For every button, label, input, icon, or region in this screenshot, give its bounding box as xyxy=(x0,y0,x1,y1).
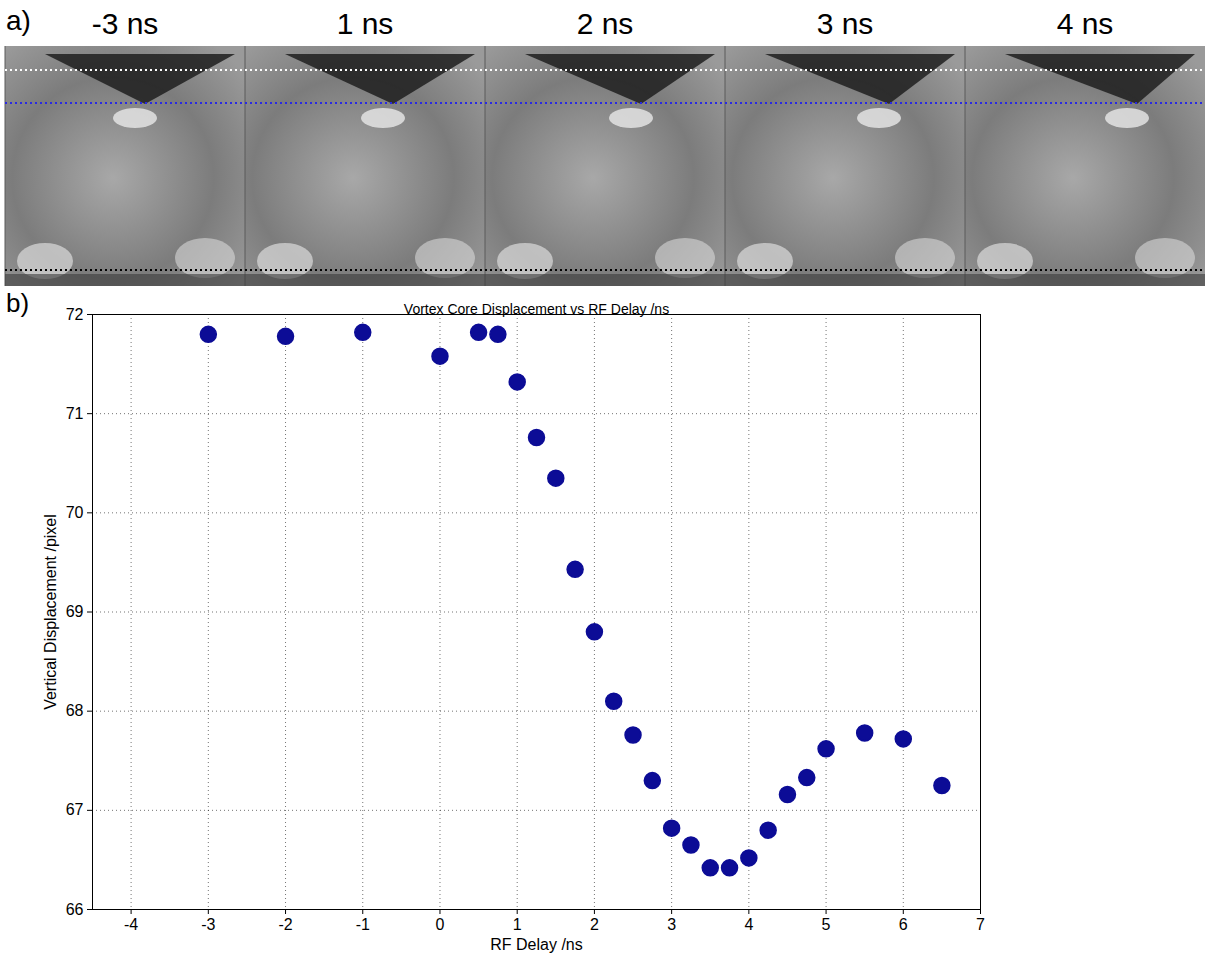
svg-text:5: 5 xyxy=(822,916,831,933)
html-text:b): b) xyxy=(6,288,30,318)
svg-text:71: 71 xyxy=(66,405,84,422)
svg-text:69: 69 xyxy=(66,603,84,620)
svg-text:Vortex Core Displacement vs RF: Vortex Core Displacement vs RF Delay /ns xyxy=(404,301,669,317)
svg-text:7: 7 xyxy=(976,916,985,933)
svg-text:-3 ns: -3 ns xyxy=(92,7,159,40)
svg-text:6: 6 xyxy=(899,916,908,933)
svg-text:Vertical Displacement /pixel: Vertical Displacement /pixel xyxy=(42,514,59,710)
svg-text:2: 2 xyxy=(590,916,599,933)
svg-text:67: 67 xyxy=(66,801,84,818)
svg-text:4 ns: 4 ns xyxy=(1057,7,1114,40)
svg-text:1: 1 xyxy=(513,916,522,933)
svg-text:-4: -4 xyxy=(124,916,138,933)
svg-text:-3: -3 xyxy=(201,916,215,933)
svg-text:3: 3 xyxy=(667,916,676,933)
svg-text:RF Delay /ns: RF Delay /ns xyxy=(490,936,582,953)
svg-text:-2: -2 xyxy=(278,916,292,933)
svg-text:-1: -1 xyxy=(356,916,370,933)
svg-text:4: 4 xyxy=(744,916,753,933)
svg-text:1 ns: 1 ns xyxy=(337,7,394,40)
svg-text:66: 66 xyxy=(66,901,84,918)
svg-text:3 ns: 3 ns xyxy=(817,7,874,40)
svg-text:0: 0 xyxy=(436,916,445,933)
svg-text:68: 68 xyxy=(66,702,84,719)
svg-text:70: 70 xyxy=(66,504,84,521)
svg-text:2 ns: 2 ns xyxy=(577,7,634,40)
svg-text:a): a) xyxy=(6,5,31,36)
svg-text:72: 72 xyxy=(66,306,84,323)
